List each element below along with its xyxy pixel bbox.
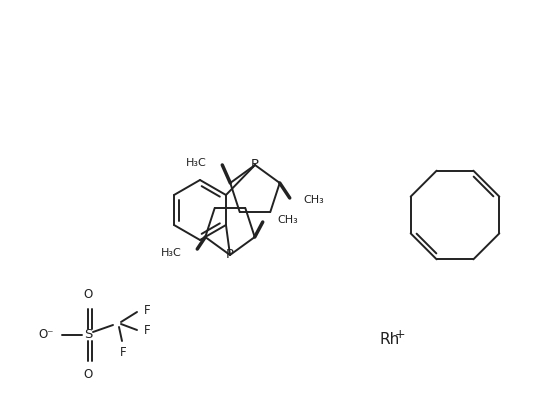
Text: H₃C: H₃C <box>185 158 206 168</box>
Text: S: S <box>84 328 92 342</box>
Text: P: P <box>251 158 259 172</box>
Text: CH₃: CH₃ <box>304 195 324 205</box>
Text: CH₃: CH₃ <box>278 215 299 225</box>
Text: O⁻: O⁻ <box>39 328 54 342</box>
Text: H₃C: H₃C <box>161 248 182 258</box>
Text: +: + <box>395 328 405 342</box>
Text: P: P <box>226 249 234 261</box>
Text: F: F <box>120 346 127 359</box>
Text: F: F <box>144 304 150 318</box>
Text: Rh: Rh <box>380 332 400 348</box>
Text: O: O <box>84 288 92 302</box>
Text: F: F <box>144 324 150 338</box>
Text: O: O <box>84 369 92 381</box>
